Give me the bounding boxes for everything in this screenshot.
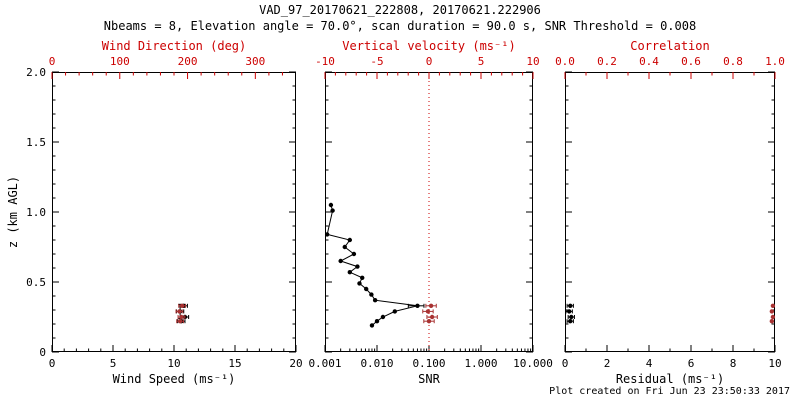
residual-axis-title: Residual (ms⁻¹) (615, 372, 725, 386)
wind-speed-panel: 0 5 10 15 20 0 100 200 300 0 0.5 1.0 1.5 2.0 (26, 55, 303, 370)
svg-text:0.2: 0.2 (597, 55, 617, 68)
svg-text:0: 0 (562, 357, 569, 370)
svg-text:0.010: 0.010 (360, 357, 393, 370)
svg-text:0.5: 0.5 (26, 276, 46, 289)
svg-text:10: 10 (768, 357, 781, 370)
residual-panel: 0 2 4 6 8 10 0.0 0.2 0.4 0.6 0.8 1.0 (555, 55, 785, 370)
svg-text:0.8: 0.8 (723, 55, 743, 68)
svg-text:200: 200 (178, 55, 198, 68)
svg-text:0.4: 0.4 (639, 55, 659, 68)
correlation-axis-title: Correlation (630, 39, 710, 53)
svg-text:1.0: 1.0 (26, 206, 46, 219)
svg-text:0.0: 0.0 (555, 55, 575, 68)
snr-plot: 0.001 0.010 0.100 1.000 10.000 -10 -5 0 5 10 (308, 55, 552, 370)
svg-text:-10: -10 (315, 55, 335, 68)
svg-text:15: 15 (228, 357, 241, 370)
svg-text:0.001: 0.001 (308, 357, 341, 370)
vertical-velocity-axis-title: Vertical velocity (ms⁻¹) (342, 39, 516, 53)
svg-text:10: 10 (167, 357, 180, 370)
svg-text:5: 5 (478, 55, 485, 68)
svg-text:1.0: 1.0 (765, 55, 785, 68)
svg-text:2.0: 2.0 (26, 66, 46, 79)
snr-panel: 0.001 0.010 0.100 1.000 10.000 -10 -5 0 5 10 (308, 55, 552, 370)
svg-text:2: 2 (604, 357, 611, 370)
svg-text:1.5: 1.5 (26, 136, 46, 149)
wind-speed-axis-title: Wind Speed (ms⁻¹) (112, 372, 236, 386)
svg-text:6: 6 (688, 357, 695, 370)
svg-text:0: 0 (426, 55, 433, 68)
svg-text:10: 10 (526, 55, 539, 68)
wind-direction-axis-title: Wind Direction (deg) (101, 39, 247, 53)
svg-text:20: 20 (289, 357, 302, 370)
svg-text:1.000: 1.000 (464, 357, 497, 370)
svg-text:10.000: 10.000 (513, 357, 553, 370)
plot-timestamp: Plot created on Fri Jun 23 23:50:33 2017 (549, 386, 790, 397)
plot-title: VAD_97_20170621_222808, 20170621.222906 (259, 3, 541, 17)
svg-text:4: 4 (646, 357, 653, 370)
snr-axis-title: SNR (418, 372, 440, 386)
residual-plot: 0 2 4 6 8 10 0.0 0.2 0.4 0.6 0.8 1.0 (555, 55, 785, 370)
svg-text:0: 0 (39, 346, 46, 359)
svg-text:300: 300 (245, 55, 265, 68)
plot-subtitle: Nbeams = 8, Elevation angle = 70.0°, sca… (103, 19, 697, 33)
z-axis-title: z (km AGL) (6, 175, 20, 249)
svg-text:100: 100 (110, 55, 130, 68)
svg-text:5: 5 (110, 357, 117, 370)
svg-text:0: 0 (49, 357, 56, 370)
svg-text:0: 0 (49, 55, 56, 68)
svg-text:8: 8 (730, 357, 737, 370)
svg-text:0.100: 0.100 (412, 357, 445, 370)
svg-text:0.6: 0.6 (681, 55, 701, 68)
svg-text:-5: -5 (370, 55, 383, 68)
